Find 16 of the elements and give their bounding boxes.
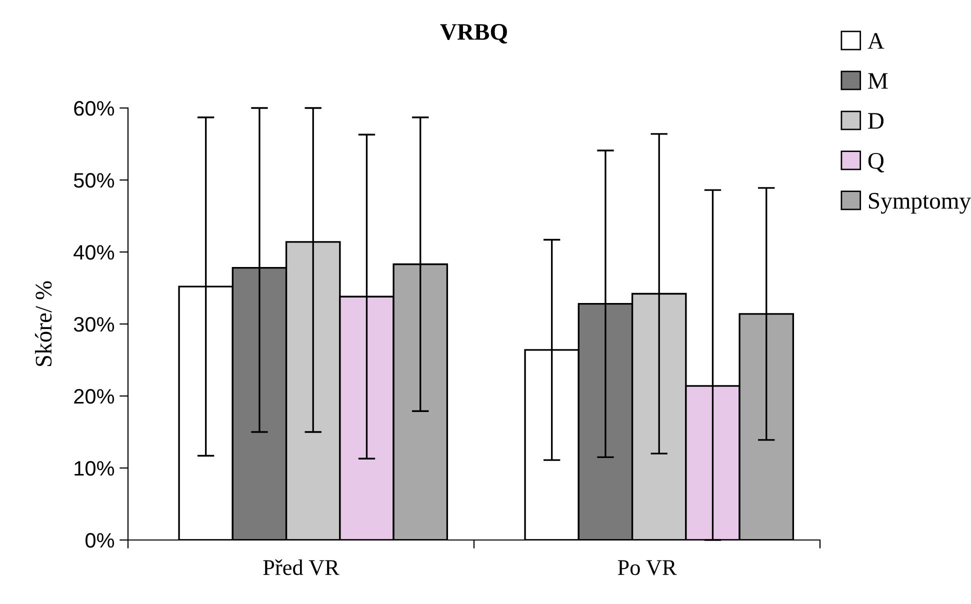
y-tick-label: 30% bbox=[74, 317, 114, 332]
y-tick-label: 40% bbox=[74, 245, 114, 260]
y-tick-label: 60% bbox=[74, 101, 114, 116]
y-tick-label: 50% bbox=[74, 173, 114, 188]
y-axis-title: Skóre/ % bbox=[34, 281, 52, 366]
legend-label: D bbox=[868, 113, 884, 129]
legend-label: Symptomy bbox=[868, 192, 971, 214]
y-tick-label: 0% bbox=[86, 533, 114, 548]
chart-title: VRBQ bbox=[440, 24, 508, 44]
x-tick-label: Před VR bbox=[263, 559, 340, 576]
x-tick-label: Po VR bbox=[618, 560, 677, 576]
legend-label: Q bbox=[868, 152, 884, 172]
y-tick-label: 20% bbox=[74, 389, 114, 404]
y-tick-label: 10% bbox=[74, 461, 114, 476]
legend-label: M bbox=[868, 73, 888, 89]
legend-label: A bbox=[868, 33, 884, 49]
